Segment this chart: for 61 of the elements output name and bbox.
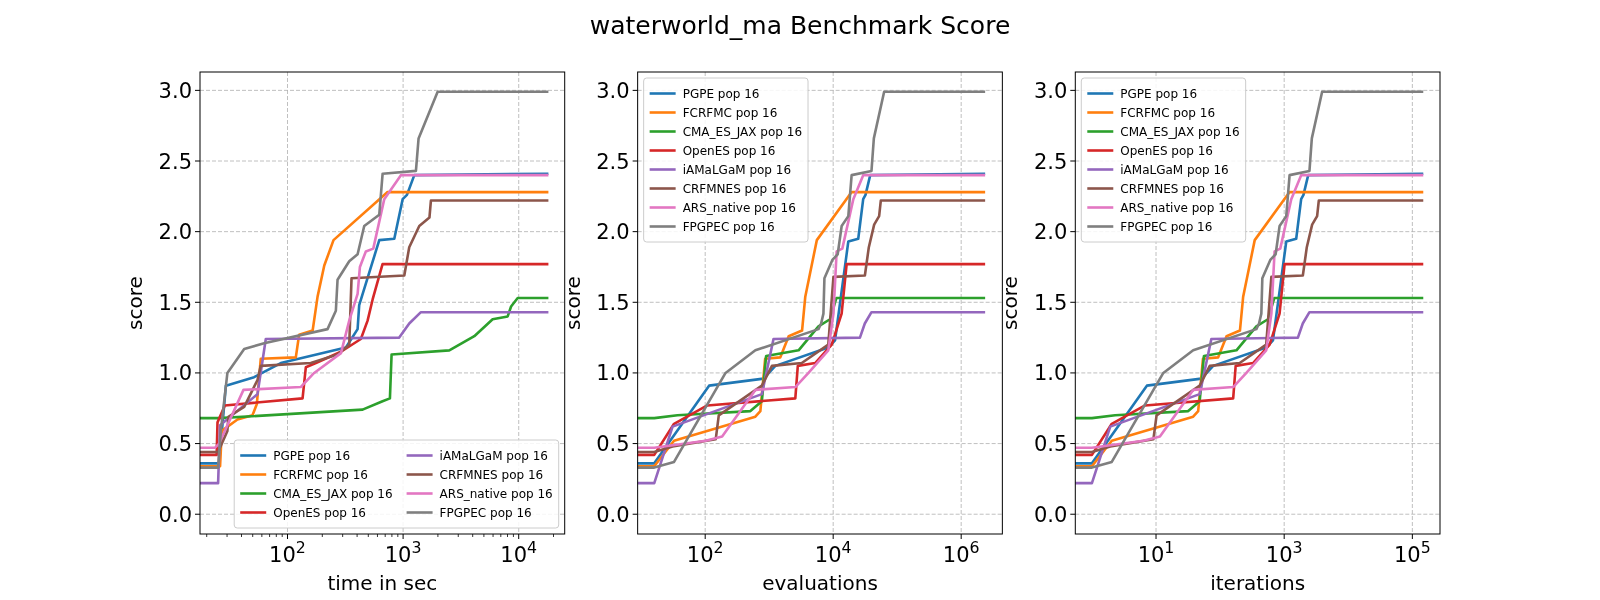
- x-tick-label: 10$^{2}$: [269, 537, 306, 567]
- y-tick-label: 1.0: [596, 361, 630, 386]
- legend-label: CMA_ES_JAX pop 16: [1120, 124, 1240, 139]
- legend-label: iAMaLGaM pop 16: [1120, 162, 1229, 177]
- y-tick-label: 2.0: [1033, 220, 1068, 245]
- legend-label: PGPE pop 16: [273, 448, 351, 463]
- legend-label: CRFMNES pop 16: [439, 467, 544, 482]
- x-tick-label: 10$^{6}$: [942, 537, 980, 567]
- legend-label: CRFMNES pop 16: [1120, 181, 1224, 196]
- x-axis-title: evaluations: [762, 571, 878, 595]
- y-tick-label: 3.0: [1033, 78, 1068, 103]
- x-axis-title: iterations: [1210, 571, 1306, 595]
- legend-label: PGPE pop 16: [682, 86, 760, 101]
- y-tick-label: 3.0: [158, 78, 192, 103]
- legend-label: PGPE pop 16: [1120, 86, 1198, 101]
- y-tick-label: 2.0: [158, 220, 192, 245]
- legend-label: CMA_ES_JAX pop 16: [682, 124, 803, 139]
- y-tick-label: 0.0: [1033, 502, 1068, 527]
- x-tick-label: 10$^{4}$: [814, 537, 852, 567]
- legend-label: OpenES pop 16: [273, 505, 366, 520]
- legend-label: CRFMNES pop 16: [682, 181, 787, 196]
- y-tick-label: 0.5: [596, 432, 630, 457]
- legend-label: iAMaLGaM pop 16: [439, 448, 549, 463]
- x-tick-label: 10$^{4}$: [500, 537, 538, 567]
- y-tick-label: 3.0: [596, 78, 630, 103]
- x-tick-label: 10$^{3}$: [1265, 537, 1303, 567]
- legend-label: FCRFMC pop 16: [682, 105, 778, 120]
- legend-label: FPGPEC pop 16: [1120, 219, 1213, 234]
- legend-label: iAMaLGaM pop 16: [682, 162, 792, 177]
- y-tick-label: 1.0: [1033, 361, 1068, 386]
- y-axis-title: score: [123, 276, 147, 330]
- y-tick-label: 2.5: [596, 149, 630, 174]
- x-tick-label: 10$^{5}$: [1393, 537, 1431, 567]
- y-tick-label: 1.5: [596, 290, 630, 315]
- x-axis-title: time in sec: [327, 571, 438, 595]
- legend-label: ARS_native pop 16: [1120, 200, 1234, 215]
- y-tick-label: 0.0: [158, 502, 192, 527]
- legend-label: ARS_native pop 16: [682, 200, 796, 215]
- y-tick-label: 1.5: [1033, 290, 1068, 315]
- legend-label: OpenES pop 16: [682, 143, 776, 158]
- y-tick-label: 1.5: [158, 290, 192, 315]
- legend-label: FCRFMC pop 16: [273, 467, 368, 482]
- legend-label: ARS_native pop 16: [439, 486, 553, 501]
- y-tick-label: 1.0: [158, 361, 192, 386]
- legend-label: OpenES pop 16: [1120, 143, 1214, 158]
- y-tick-label: 0.5: [158, 432, 192, 457]
- legend-label: FPGPEC pop 16: [682, 219, 775, 234]
- y-tick-label: 2.5: [1033, 149, 1068, 174]
- y-tick-label: 2.5: [158, 149, 192, 174]
- y-tick-label: 2.0: [596, 220, 630, 245]
- x-tick-label: 10$^{2}$: [686, 537, 724, 567]
- y-axis-title: score: [560, 276, 585, 330]
- y-axis-title: score: [998, 276, 1023, 330]
- legend-label: FCRFMC pop 16: [1120, 105, 1216, 120]
- chart-title: waterworld_ma Benchmark Score: [589, 11, 1011, 40]
- y-tick-label: 0.0: [596, 502, 630, 527]
- x-tick-label: 10$^{1}$: [1137, 537, 1175, 567]
- legend-label: CMA_ES_JAX pop 16: [273, 486, 393, 501]
- y-tick-label: 0.5: [1033, 432, 1068, 457]
- x-tick-label: 10$^{3}$: [384, 537, 422, 567]
- legend-label: FPGPEC pop 16: [439, 505, 532, 520]
